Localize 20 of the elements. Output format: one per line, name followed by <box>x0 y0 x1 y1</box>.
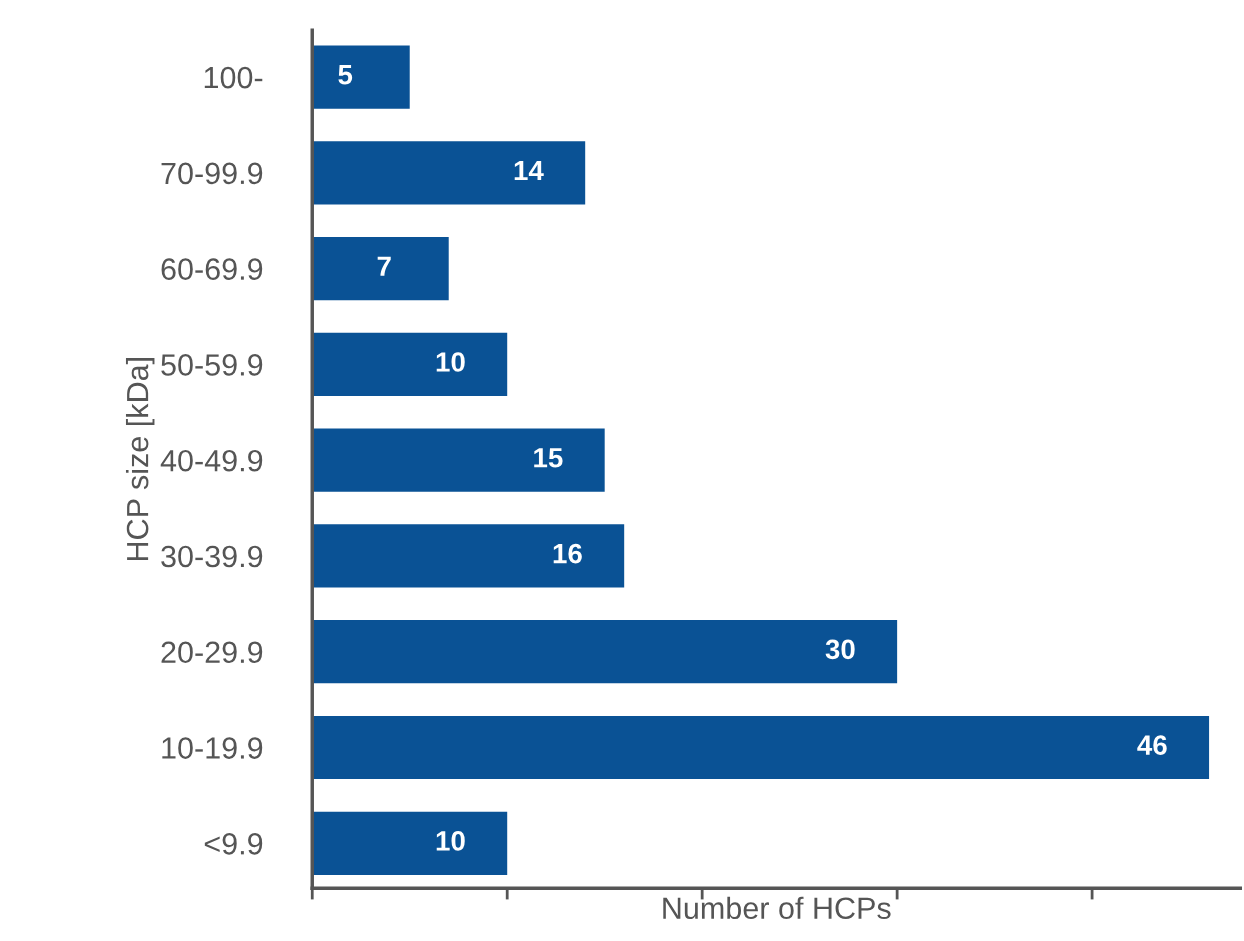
x-axis-title: Number of HCPs <box>663 896 891 920</box>
y-tick-label: 20-29.9 <box>161 641 263 664</box>
y-tick-label: 10-19.9 <box>162 737 263 759</box>
y-axis-title: HCP size [kDa] <box>125 358 155 561</box>
data-label: 14 <box>514 160 544 181</box>
data-label: 5 <box>338 65 353 85</box>
y-tick-label: 50-59.9 <box>161 354 263 376</box>
data-label: 10 <box>436 352 465 372</box>
data-label: 15 <box>534 448 563 468</box>
data-label: 46 <box>1137 735 1167 755</box>
y-tick-label: 70-99.9 <box>161 162 263 185</box>
y-tick-label: 40-49.9 <box>160 449 263 472</box>
data-label: 10 <box>436 831 465 851</box>
data-label: 16 <box>553 543 582 564</box>
data-label: 30 <box>825 639 855 660</box>
y-tick-label: 30-39.9 <box>161 545 263 568</box>
y-tick-label: 100- <box>204 66 263 89</box>
y-tick-label: <9.9 <box>204 833 263 855</box>
data-label: 7 <box>377 256 391 276</box>
y-tick-label: 60-69.9 <box>161 258 263 280</box>
